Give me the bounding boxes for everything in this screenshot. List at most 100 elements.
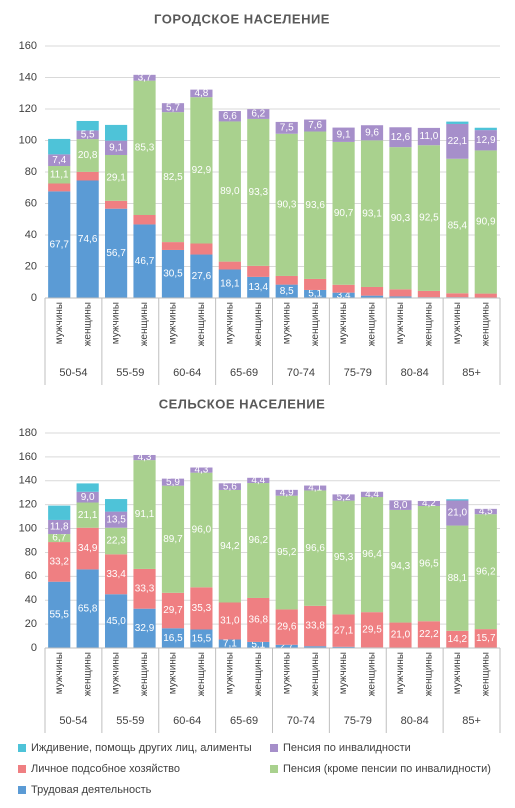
x-tick-label: мужчины bbox=[338, 302, 349, 344]
bar-segment bbox=[105, 140, 128, 155]
bar-segment bbox=[474, 508, 497, 515]
bar-segment bbox=[247, 109, 270, 119]
bar-segment bbox=[360, 295, 384, 298]
bar-segment bbox=[48, 534, 71, 543]
bar-segment bbox=[133, 214, 156, 225]
data-label: 90,9 bbox=[476, 217, 496, 228]
data-label: 14,2 bbox=[448, 634, 468, 645]
legend-label: Личное подсобное хозяйство bbox=[31, 763, 180, 775]
bar-segment bbox=[161, 478, 185, 486]
bar-segment bbox=[105, 554, 128, 595]
x-tick-label: женщины bbox=[82, 652, 93, 696]
data-label: 7,6 bbox=[308, 120, 322, 131]
bar-segment bbox=[76, 491, 99, 503]
x-tick-label: мужчины bbox=[168, 652, 179, 694]
bar-segment bbox=[389, 296, 412, 298]
bar-segment bbox=[389, 147, 412, 290]
bar-segment bbox=[161, 103, 185, 113]
bar-segment bbox=[275, 489, 298, 496]
data-label: 5,1 bbox=[308, 289, 322, 300]
bar-segment bbox=[360, 491, 384, 498]
legend-label: Пенсия по инвалидности bbox=[283, 742, 411, 754]
bar-segment bbox=[105, 124, 128, 141]
data-label: 89,0 bbox=[220, 186, 240, 197]
data-label: 95,2 bbox=[277, 547, 297, 558]
bar-segment bbox=[133, 460, 156, 569]
x-tick-label: женщины bbox=[310, 652, 321, 696]
bar-segment bbox=[417, 500, 440, 506]
bar-segment bbox=[446, 525, 469, 631]
y-tick-label: 100 bbox=[19, 522, 37, 534]
data-label: 89,7 bbox=[163, 534, 183, 545]
bar-segment bbox=[105, 594, 128, 648]
data-label: 12,6 bbox=[391, 132, 411, 143]
data-label: 3,7 bbox=[138, 72, 152, 83]
group-label: 55-59 bbox=[116, 367, 144, 379]
bar-segment bbox=[190, 97, 213, 244]
y-tick-label: 160 bbox=[19, 451, 37, 463]
bar-segment bbox=[133, 80, 156, 215]
bar-segment bbox=[105, 208, 128, 298]
bar-segment bbox=[48, 519, 71, 535]
group-label: 65-69 bbox=[230, 367, 258, 379]
data-label: 33,4 bbox=[106, 569, 126, 580]
data-label: 94,3 bbox=[391, 561, 411, 572]
data-label: 85,4 bbox=[448, 221, 468, 232]
bar-segment bbox=[76, 171, 99, 181]
bar-segment bbox=[304, 485, 327, 491]
bar-segment bbox=[417, 621, 440, 648]
bar-segment bbox=[417, 127, 440, 146]
bar-segment bbox=[218, 602, 241, 640]
bar-segment bbox=[304, 490, 327, 606]
bar-segment bbox=[218, 121, 241, 262]
data-label: 88,1 bbox=[448, 573, 468, 584]
bar-segment bbox=[218, 639, 241, 648]
x-tick-label: мужчины bbox=[281, 302, 292, 344]
bar-segment bbox=[247, 118, 270, 266]
data-label: 5,2 bbox=[337, 492, 351, 503]
data-label: 29,7 bbox=[163, 605, 183, 616]
bar-segment bbox=[133, 568, 156, 609]
data-label: 8,0 bbox=[394, 500, 408, 511]
data-label: 21,0 bbox=[448, 508, 468, 519]
data-label: 92,9 bbox=[192, 165, 212, 176]
data-label: 22,3 bbox=[106, 536, 126, 547]
x-tick-label: мужчины bbox=[224, 302, 235, 344]
y-tick-label: 40 bbox=[25, 594, 37, 606]
data-label: 5,1 bbox=[251, 640, 265, 651]
bar-segment bbox=[48, 166, 71, 184]
bar-segment bbox=[275, 133, 298, 276]
bar-segment bbox=[446, 500, 469, 526]
bar-segment bbox=[332, 292, 355, 298]
data-label: 13,4 bbox=[249, 282, 269, 293]
bar-segment bbox=[133, 224, 156, 298]
data-label: 30,5 bbox=[163, 269, 183, 280]
data-label: 20,8 bbox=[78, 150, 98, 161]
x-tick-label: мужчины bbox=[395, 302, 406, 344]
x-tick-label: женщины bbox=[196, 652, 207, 696]
group-label: 75-79 bbox=[344, 715, 372, 727]
group-label: 85+ bbox=[462, 715, 481, 727]
y-tick-label: 140 bbox=[19, 71, 37, 83]
y-tick-label: 160 bbox=[19, 40, 37, 52]
bar-segment bbox=[360, 612, 384, 648]
data-label: 5,9 bbox=[166, 477, 180, 488]
data-label: 35,3 bbox=[192, 603, 212, 614]
bar-segment bbox=[218, 111, 241, 122]
data-label: 9,0 bbox=[81, 492, 95, 503]
bar-segment bbox=[417, 290, 440, 298]
bar-segment bbox=[360, 140, 384, 287]
data-label: 4,3 bbox=[194, 465, 208, 476]
data-label: 91,1 bbox=[135, 509, 155, 520]
y-tick-label: 80 bbox=[25, 166, 37, 178]
legend-swatch bbox=[270, 765, 278, 773]
y-tick-label: 20 bbox=[25, 618, 37, 630]
bar-segment bbox=[76, 120, 99, 131]
bar-segment bbox=[76, 130, 99, 140]
bar-segment bbox=[389, 289, 412, 297]
data-label: 33,3 bbox=[135, 583, 155, 594]
bar-segment bbox=[105, 527, 128, 555]
data-label: 67,7 bbox=[49, 239, 69, 250]
bar-segment bbox=[218, 269, 241, 298]
x-tick-label: мужчины bbox=[111, 652, 122, 694]
